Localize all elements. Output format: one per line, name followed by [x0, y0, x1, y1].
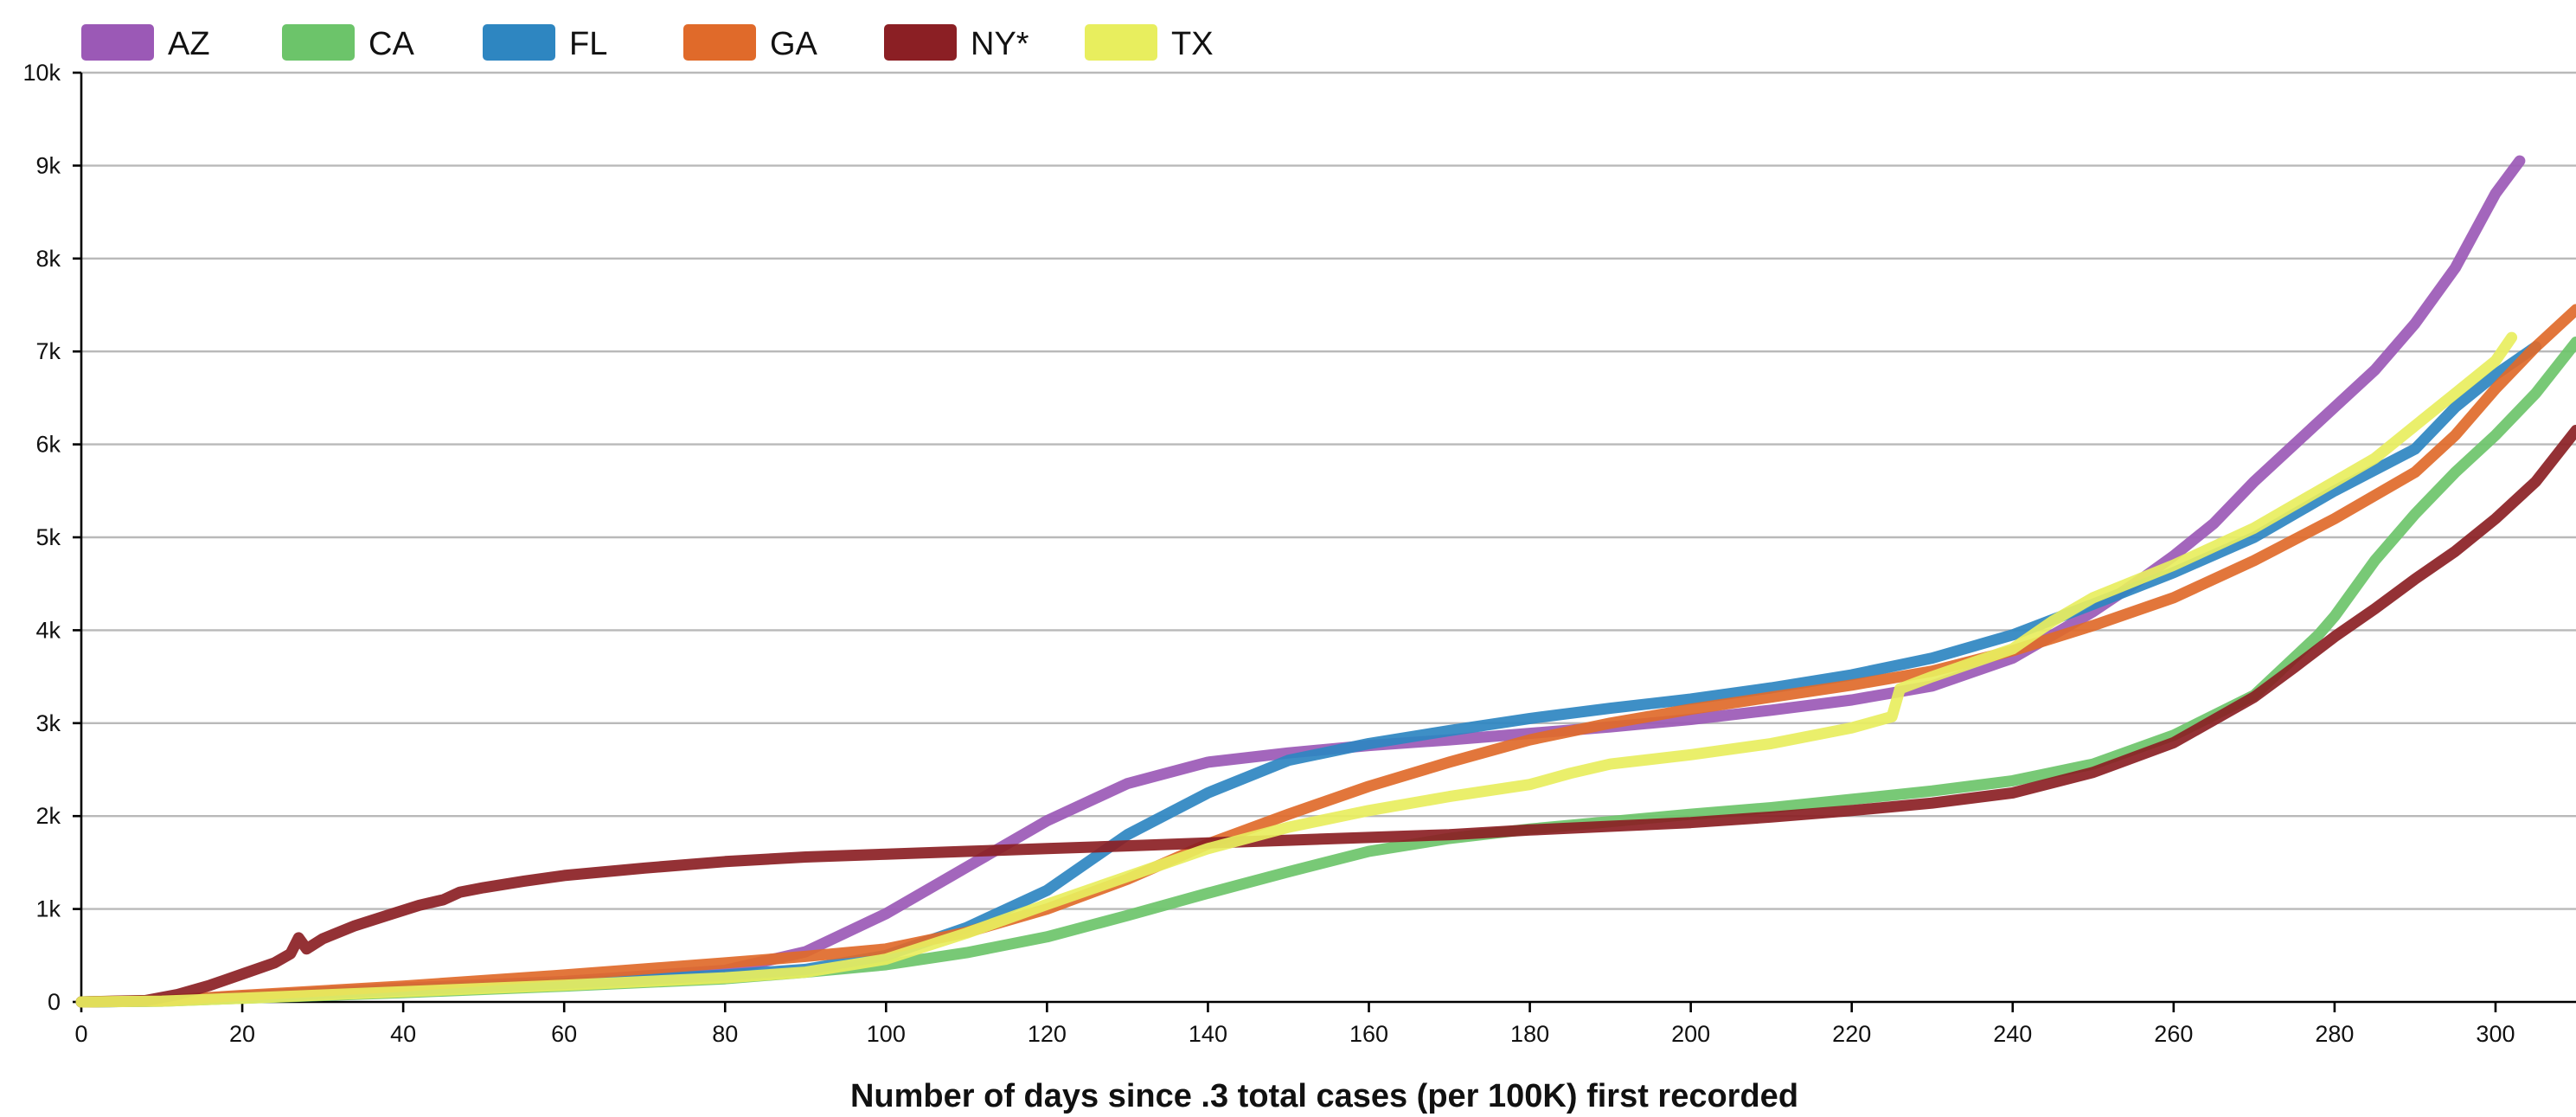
legend-swatch: [683, 24, 756, 61]
legend-label: TX: [1171, 26, 1214, 62]
y-tick-label: 5k: [35, 524, 61, 550]
x-tick-label: 260: [2154, 1021, 2193, 1047]
x-axis-label: Number of days since .3 total cases (per…: [850, 1078, 1798, 1114]
legend-swatch: [282, 24, 355, 61]
x-tick-label: 100: [867, 1021, 906, 1047]
y-tick-label: 0: [48, 989, 61, 1015]
x-axis-ticks: 0 20 40 60 80 100 120 140 160 180 200 220 240 260 280 3…: [74, 1002, 2515, 1047]
legend-swatch: [884, 24, 957, 61]
x-tick-label: 200: [1671, 1021, 1710, 1047]
legend-label: FL: [569, 26, 607, 62]
legend-swatch: [1085, 24, 1157, 61]
legend-item-tx[interactable]: TX: [1085, 24, 1214, 62]
series-line-tx: [75, 331, 2518, 1008]
x-tick-label: 80: [712, 1021, 738, 1047]
x-tick-label: 0: [74, 1021, 87, 1047]
legend-item-ca[interactable]: CA: [282, 24, 414, 62]
legend-item-az[interactable]: AZ: [81, 24, 210, 62]
legend-item-ga[interactable]: GA: [683, 24, 818, 62]
y-tick-label: 10k: [22, 60, 61, 86]
legend-item-ny[interactable]: NY*: [884, 24, 1029, 62]
legend-label: NY*: [971, 26, 1029, 62]
y-axis-ticks: 0 1k 2k 3k 4k 5k 6k 7k 8k 9k 10k: [22, 60, 81, 1015]
x-tick-label: 20: [229, 1021, 255, 1047]
x-tick-label: 240: [1993, 1021, 2032, 1047]
legend-swatch: [483, 24, 555, 61]
y-tick-label: 9k: [35, 152, 61, 178]
legend-label: GA: [770, 26, 818, 62]
y-tick-label: 7k: [35, 338, 61, 364]
grid-lines: [81, 71, 2576, 910]
y-tick-label: 1k: [35, 896, 61, 922]
x-tick-label: 140: [1189, 1021, 1227, 1047]
y-tick-label: 6k: [35, 432, 61, 458]
y-tick-label: 3k: [35, 710, 61, 736]
legend[interactable]: AZ CA FL GA NY* TX: [81, 24, 1214, 62]
series-line-ca: [75, 337, 2576, 1008]
series-line-ga: [75, 304, 2576, 1008]
y-tick-label: 8k: [35, 246, 61, 272]
x-tick-label: 180: [1510, 1021, 1549, 1047]
legend-label: CA: [368, 26, 414, 62]
x-tick-label: 60: [551, 1021, 577, 1047]
x-tick-label: 220: [1832, 1021, 1871, 1047]
x-tick-label: 120: [1028, 1021, 1067, 1047]
series-lines: [75, 155, 2576, 1008]
legend-item-fl[interactable]: FL: [483, 24, 607, 62]
x-tick-label: 160: [1349, 1021, 1388, 1047]
series-line-ny: [75, 425, 2576, 1008]
y-tick-label: 4k: [35, 617, 61, 643]
x-tick-label: 300: [2476, 1021, 2515, 1047]
legend-label: AZ: [168, 26, 210, 62]
x-tick-label: 280: [2315, 1021, 2354, 1047]
legend-swatch: [81, 24, 154, 61]
x-tick-label: 40: [390, 1021, 416, 1047]
y-tick-label: 2k: [35, 803, 61, 829]
